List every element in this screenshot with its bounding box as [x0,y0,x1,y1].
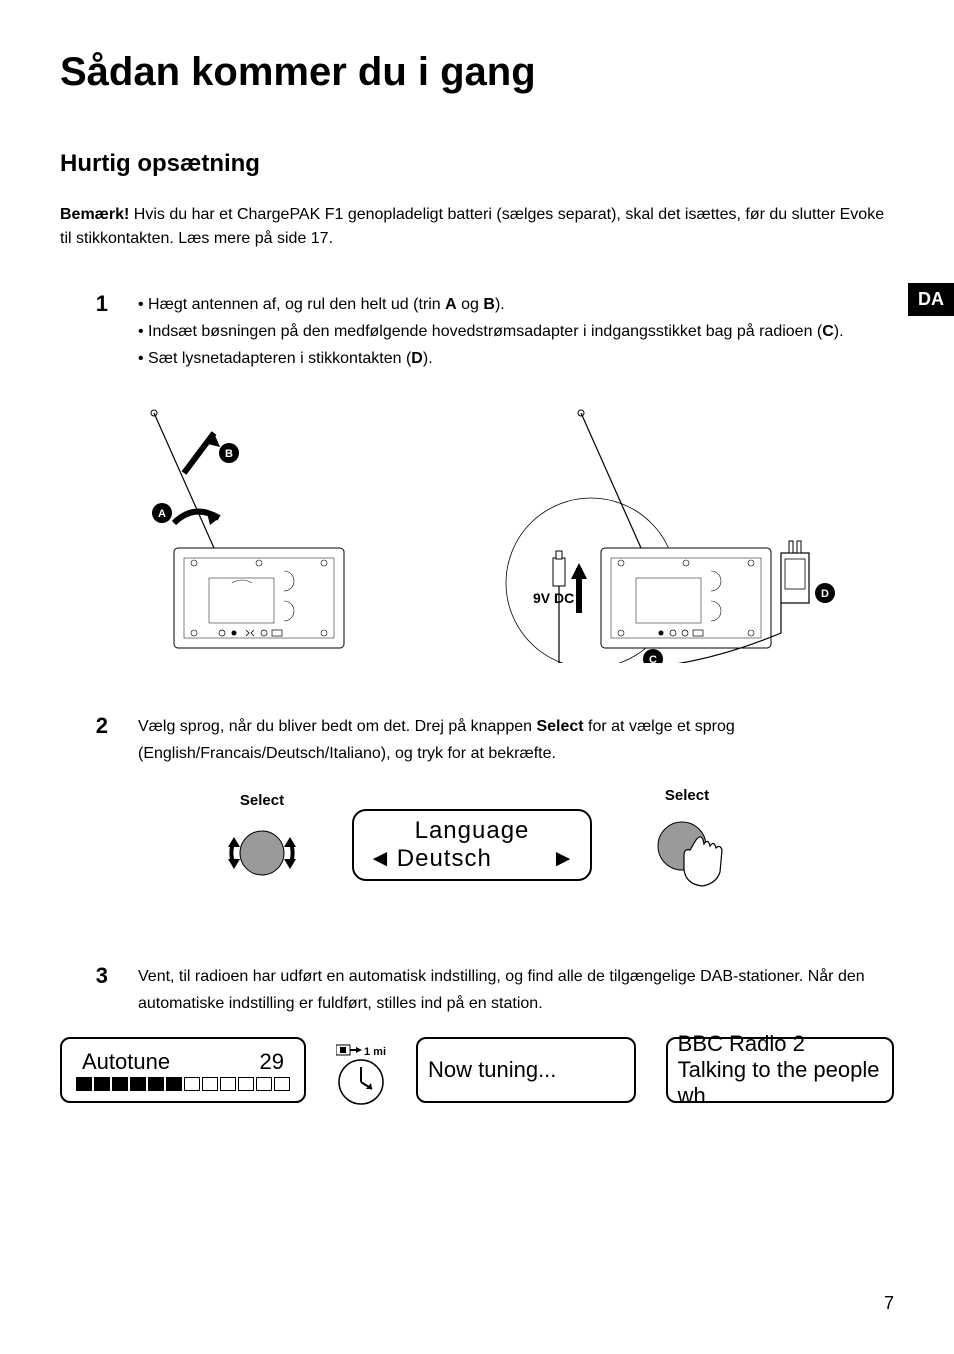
step-2-body: Vælg sprog, når du bliver bedt om det. D… [138,713,894,767]
step-1-diagrams: B A [60,403,894,663]
radio-diagram-left: B A [114,403,374,663]
select-label-right: Select [642,787,732,804]
note-paragraph: Bemærk! Hvis du har et ChargePAK F1 geno… [60,203,894,251]
step-1: 1 Hægt antennen af, og rul den helt ud (… [60,291,894,373]
step-3-body: Vent, til radioen har udført en automati… [138,963,894,1017]
autotune-title: Autotune [82,1049,170,1075]
station-line-2: Talking to the people wh [678,1057,882,1109]
progress-segment [94,1077,110,1091]
step-1-body: Hægt antennen af, og rul den helt ud (tr… [138,291,894,373]
step-1-number: 1 [80,291,108,373]
svg-text:B: B [225,448,233,460]
progress-segment [238,1077,254,1091]
progress-segment [148,1077,164,1091]
select-knob-rotate: Select [222,792,302,898]
progress-segment [220,1077,236,1091]
progress-segment [112,1077,128,1091]
arrow-right-icon: ► [551,845,576,873]
autotune-progress [72,1077,294,1091]
step-2-diagram: Select Language ◄ Deutsch ► Select [60,787,894,903]
select-knob-press: Select [642,787,732,903]
page-number: 7 [884,1293,894,1314]
progress-segment [274,1077,290,1091]
now-tuning-text: Now tuning... [428,1057,624,1083]
page-title: Sådan kommer du i gang [60,50,894,95]
step-2-number: 2 [80,713,108,767]
lcd-line-1: Language [368,817,576,845]
svg-text:C: C [649,654,657,663]
note-text: Hvis du har et ChargePAK F1 genopladelig… [60,206,884,247]
select-label-left: Select [222,792,302,809]
station-lcd: BBC Radio 2 Talking to the people wh [666,1037,894,1103]
autotune-lcd: Autotune 29 [60,1037,306,1103]
station-line-1: BBC Radio 2 [678,1031,882,1057]
progress-segment [130,1077,146,1091]
note-bold: Bemærk! [60,206,129,223]
arrow-left-icon: ◄ [368,845,393,873]
svg-text:1 min: 1 min [364,1046,386,1058]
progress-segment [184,1077,200,1091]
progress-segment [202,1077,218,1091]
press-knob-icon [642,808,732,898]
clock-icon: 1 min [336,1037,386,1107]
wait-clock: 1 min [336,1037,386,1107]
svg-text:D: D [821,588,829,600]
language-lcd: Language ◄ Deutsch ► [352,809,592,881]
step-3-number: 3 [80,963,108,1017]
progress-segment [76,1077,92,1091]
step-3-diagram: Autotune 29 1 min Now tuning... BBC Radi… [60,1037,894,1107]
rotate-knob-icon [222,813,302,893]
step-1-bullet-2: Indsæt bøsningen på den medfølgende hove… [138,318,894,345]
step-3: 3 Vent, til radioen har udført en automa… [60,963,894,1017]
step-1-bullet-1: Hægt antennen af, og rul den helt ud (tr… [138,291,894,318]
svg-text:A: A [158,508,166,520]
section-title: Hurtig opsætning [60,150,894,178]
svg-text:9V DC: 9V DC [533,590,574,606]
autotune-count: 29 [260,1049,284,1075]
progress-segment [256,1077,272,1091]
progress-segment [166,1077,182,1091]
language-tab: DA [908,283,954,316]
step-2: 2 Vælg sprog, når du bliver bedt om det.… [60,713,894,767]
now-tuning-lcd: Now tuning... [416,1037,636,1103]
radio-diagram-right: 9V DC C D [481,403,841,663]
lcd-line-2: ◄ Deutsch ► [368,845,576,873]
step-1-bullet-3: Sæt lysnetadapteren i stikkontakten (D). [138,345,894,372]
